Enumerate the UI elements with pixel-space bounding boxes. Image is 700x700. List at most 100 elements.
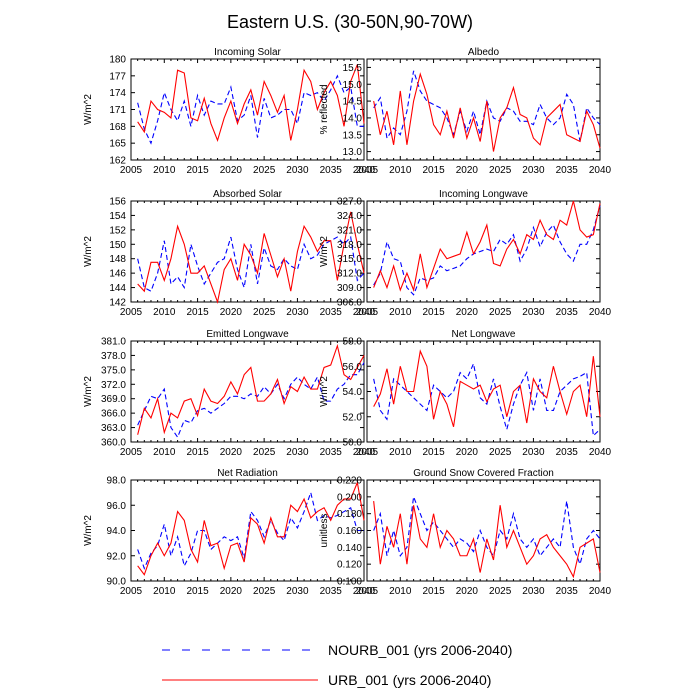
incoming-solar-ytick-label: 162 — [109, 156, 126, 167]
emitted-longwave-xtick-label: 2015 — [186, 447, 209, 458]
incoming-solar-ytick-label: 171 — [109, 105, 126, 116]
ground-snow-covered-fraction-xtick-label: 2025 — [489, 586, 512, 597]
absorbed-solar-ylabel: W/m^2 — [83, 236, 94, 267]
ground-snow-covered-fraction-xtick-label: 2040 — [589, 586, 612, 597]
absorbed-solar-xtick-label: 2005 — [120, 307, 143, 318]
absorbed-solar-title: Absorbed Solar — [213, 189, 283, 200]
panel-incoming-longwave: Incoming Longwave W/m^2 306.0 309.0 312.0 315… — [319, 189, 612, 318]
net-longwave-xtick-label: 2040 — [589, 447, 612, 458]
net-radiation-ylabel: W/m^2 — [83, 515, 94, 546]
emitted-longwave-xtick-label: 2035 — [320, 447, 343, 458]
ground-snow-covered-fraction-series-nourb-001 — [373, 494, 601, 566]
ground-snow-covered-fraction-title: Ground Snow Covered Fraction — [413, 468, 554, 479]
emitted-longwave-series-urb-001 — [137, 343, 365, 435]
incoming-solar-xtick-label: 2035 — [320, 165, 343, 176]
emitted-longwave-ytick-label: 372.0 — [101, 380, 126, 391]
net-longwave-xtick-label: 2015 — [422, 447, 445, 458]
absorbed-solar-xtick-label: 2020 — [220, 307, 243, 318]
panel-net-radiation: Net Radiation W/m^2 90.0 92.0 94.0 96.0 98.0 20… — [83, 468, 376, 597]
net-longwave-xtick-label: 2035 — [556, 447, 579, 458]
incoming-longwave-series-urb-001 — [373, 200, 601, 292]
albedo-frame — [366, 58, 601, 161]
incoming-solar-xtick-label: 2015 — [186, 165, 209, 176]
ground-snow-covered-fraction-xtick-label: 2010 — [389, 586, 412, 597]
emitted-longwave-ytick-label: 360.0 — [101, 438, 126, 449]
panel-albedo: Albedo % reflected 13.0 13.5 14.0 14.5 15.0 15.… — [319, 47, 612, 176]
emitted-longwave-ytick-label: 369.0 — [101, 394, 126, 405]
incoming-longwave-xtick-label: 2040 — [589, 307, 612, 318]
net-longwave-series-nourb-001 — [373, 361, 601, 437]
net-radiation-ytick-label: 94.0 — [107, 526, 127, 537]
emitted-longwave-ytick-label: 366.0 — [101, 409, 126, 420]
ground-snow-covered-fraction-xtick-label: 2030 — [522, 586, 545, 597]
net-longwave-ytick-label: 50.0 — [343, 438, 363, 449]
albedo-ytick-label: 15.5 — [343, 63, 363, 74]
incoming-longwave-ytick-label: 306.0 — [337, 298, 362, 309]
incoming-longwave-xtick-label: 2020 — [456, 307, 479, 318]
incoming-solar-ytick-label: 177 — [109, 71, 126, 82]
net-longwave-frame — [366, 340, 601, 443]
emitted-longwave-xtick-label: 2030 — [286, 447, 309, 458]
absorbed-solar-xtick-label: 2025 — [253, 307, 276, 318]
absorbed-solar-ytick-label: 142 — [109, 298, 126, 309]
absorbed-solar-xtick-label: 2040 — [353, 307, 376, 318]
panel-net-longwave: Net Longwave W/m^2 50.0 52.0 54.0 56.0 58.0 200… — [319, 329, 612, 458]
net-longwave-xtick-label: 2020 — [456, 447, 479, 458]
net-radiation-xtick-label: 2005 — [120, 586, 143, 597]
ground-snow-covered-fraction-xtick-label: 2015 — [422, 586, 445, 597]
absorbed-solar-xtick-label: 2030 — [286, 307, 309, 318]
albedo-ytick-label: 14.5 — [343, 97, 363, 108]
absorbed-solar-ytick-label: 154 — [109, 211, 126, 222]
net-longwave-title: Net Longwave — [452, 329, 516, 340]
absorbed-solar-ytick-label: 148 — [109, 254, 126, 265]
incoming-longwave-ytick-label: 327.0 — [337, 197, 362, 208]
albedo-xtick-label: 2035 — [556, 165, 579, 176]
incoming-longwave-ytick-label: 312.0 — [337, 269, 362, 280]
net-longwave-ytick-label: 56.0 — [343, 362, 363, 373]
ground-snow-covered-fraction-ytick-label: 0.120 — [337, 560, 362, 571]
net-longwave-xtick-label: 2025 — [489, 447, 512, 458]
absorbed-solar-xtick-label: 2035 — [320, 307, 343, 318]
albedo-xtick-label: 2010 — [389, 165, 412, 176]
incoming-solar-xtick-label: 2020 — [220, 165, 243, 176]
net-radiation-xtick-label: 2040 — [353, 586, 376, 597]
incoming-solar-xtick-label: 2005 — [120, 165, 143, 176]
incoming-longwave-ytick-label: 315.0 — [337, 254, 362, 265]
albedo-xtick-label: 2015 — [422, 165, 445, 176]
incoming-solar-ytick-label: 168 — [109, 122, 126, 133]
ground-snow-covered-fraction-ytick-label: 0.140 — [337, 543, 362, 554]
emitted-longwave-ytick-label: 363.0 — [101, 423, 126, 434]
incoming-longwave-xtick-label: 2030 — [522, 307, 545, 318]
albedo-title: Albedo — [468, 47, 500, 58]
net-longwave-ytick-label: 52.0 — [343, 412, 363, 423]
net-radiation-title: Net Radiation — [217, 468, 278, 479]
net-radiation-xtick-label: 2025 — [253, 586, 276, 597]
emitted-longwave-xtick-label: 2040 — [353, 447, 376, 458]
ground-snow-covered-fraction-ytick-label: 0.160 — [337, 526, 362, 537]
absorbed-solar-series-nourb-001 — [137, 235, 365, 292]
albedo-xtick-label: 2025 — [489, 165, 512, 176]
emitted-longwave-ytick-label: 381.0 — [101, 337, 126, 348]
incoming-solar-ytick-label: 165 — [109, 139, 126, 150]
incoming-solar-ytick-label: 180 — [109, 55, 126, 66]
albedo-xtick-label: 2005 — [356, 165, 379, 176]
incoming-longwave-xtick-label: 2005 — [356, 307, 379, 318]
emitted-longwave-ytick-label: 375.0 — [101, 365, 126, 376]
absorbed-solar-xtick-label: 2015 — [186, 307, 209, 318]
incoming-longwave-ylabel: W/m^2 — [319, 236, 330, 267]
albedo-ylabel: % reflected — [319, 84, 330, 134]
ground-snow-covered-fraction-xtick-label: 2020 — [456, 586, 479, 597]
panel-absorbed-solar: Absorbed Solar W/m^2 142 144 146 148 150 152 154… — [83, 189, 376, 318]
net-radiation-series-nourb-001 — [137, 490, 364, 570]
net-longwave-ytick-label: 58.0 — [343, 337, 363, 348]
absorbed-solar-ytick-label: 150 — [109, 240, 126, 251]
panel-incoming-solar: Incoming Solar W/m^2 162 165 168 171 174 177 180… — [83, 47, 376, 176]
ground-snow-covered-fraction-ylabel: unitless — [319, 514, 330, 548]
emitted-longwave-title: Emitted Longwave — [206, 329, 289, 340]
legend: NOURB_001 (yrs 2006-2040) URB_001 (yrs 2… — [162, 642, 512, 688]
net-longwave-xtick-label: 2010 — [389, 447, 412, 458]
legend-label-urb: URB_001 (yrs 2006-2040) — [328, 672, 491, 688]
incoming-longwave-xtick-label: 2035 — [556, 307, 579, 318]
incoming-solar-xtick-label: 2010 — [153, 165, 176, 176]
